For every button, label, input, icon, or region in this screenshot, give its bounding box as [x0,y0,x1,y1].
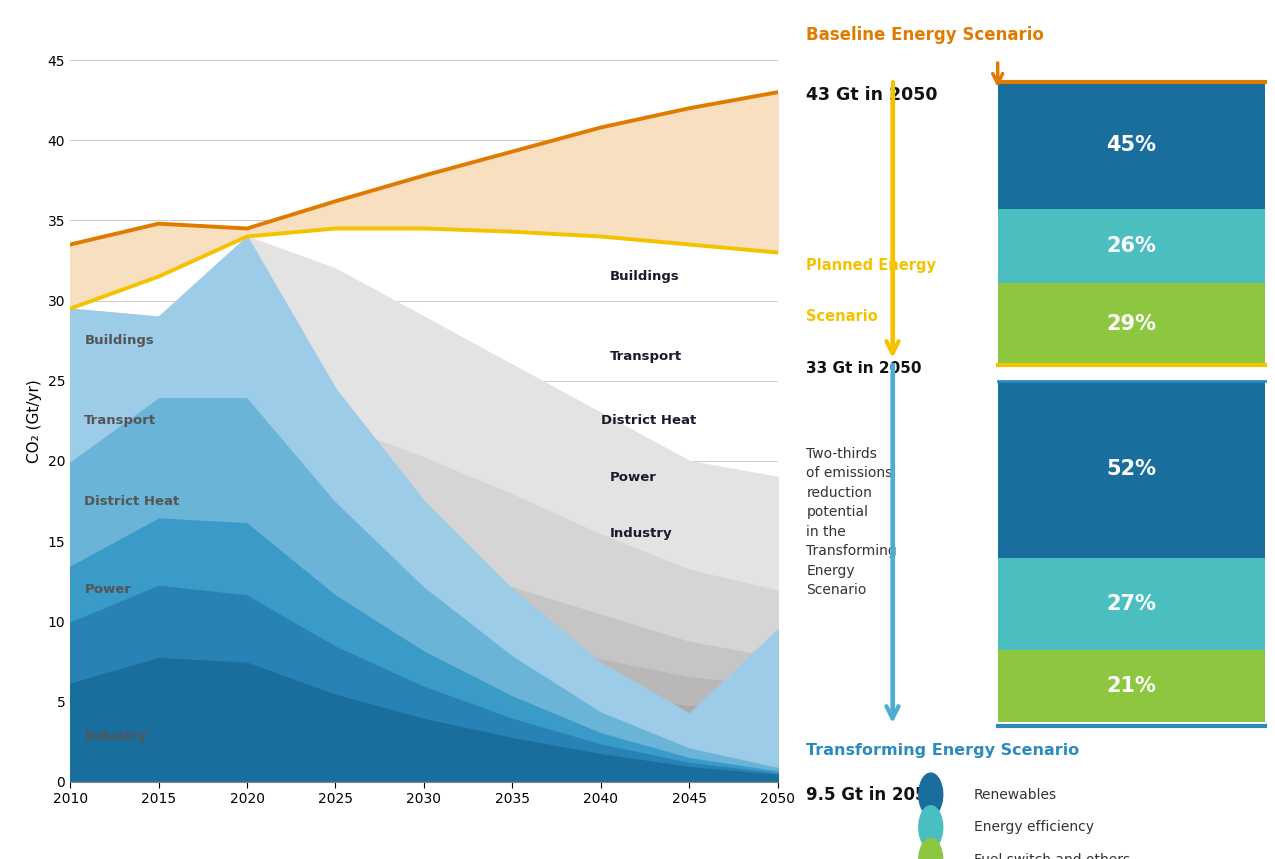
Text: Buildings: Buildings [84,334,154,347]
Text: Scenario: Scenario [806,309,878,324]
Text: Transforming Energy Scenario: Transforming Energy Scenario [806,743,1080,758]
Circle shape [919,838,942,859]
Text: Power: Power [84,582,131,596]
Text: Fuel switch and others: Fuel switch and others [974,853,1130,859]
Text: Energy efficiency: Energy efficiency [974,820,1094,834]
Text: 33 Gt in 2050: 33 Gt in 2050 [806,361,922,375]
Bar [997,210,1265,283]
Text: Transport: Transport [84,414,157,428]
Text: 21%: 21% [1107,676,1156,696]
Text: 45%: 45% [1107,136,1156,155]
Text: 9.5 Gt in 2050: 9.5 Gt in 2050 [806,786,938,804]
Text: 52%: 52% [1107,460,1156,479]
Bar [997,82,1265,210]
Bar [997,283,1265,365]
Y-axis label: CO₂ (Gt/yr): CO₂ (Gt/yr) [27,379,42,463]
Text: Two-thirds
of emissions
reduction
potential
in the
Transforming
Energy
Scenario: Two-thirds of emissions reduction potent… [806,447,898,597]
Text: 29%: 29% [1107,314,1156,334]
Text: Transport: Transport [609,350,682,363]
Text: District Heat: District Heat [84,495,180,508]
Text: Power: Power [609,471,657,484]
Circle shape [919,806,942,849]
Text: Renewables: Renewables [974,788,1057,801]
Text: Buildings: Buildings [609,270,680,283]
Text: 26%: 26% [1107,236,1156,256]
Bar [997,557,1265,650]
Text: 43 Gt in 2050: 43 Gt in 2050 [806,86,938,104]
Circle shape [919,773,942,816]
Text: Industry: Industry [84,730,147,743]
Text: District Heat: District Heat [601,414,696,428]
Text: Baseline Energy Scenario: Baseline Energy Scenario [806,26,1044,44]
Text: Industry: Industry [609,527,672,539]
Text: 27%: 27% [1107,594,1156,614]
Bar [997,381,1265,557]
Bar [997,650,1265,722]
Text: Planned Energy: Planned Energy [806,258,936,272]
